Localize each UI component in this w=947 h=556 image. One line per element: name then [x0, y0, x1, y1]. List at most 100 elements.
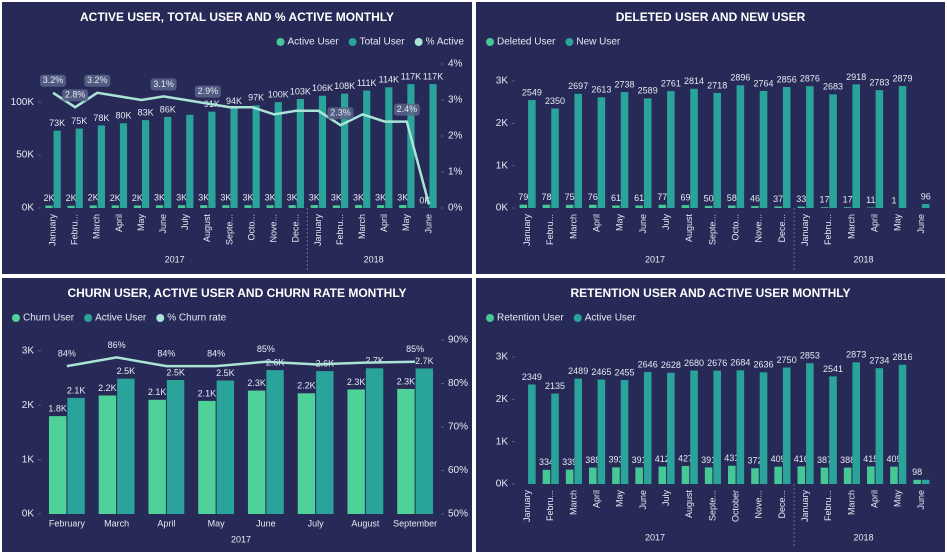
- y2-tick-label: 80%: [448, 378, 468, 389]
- x-tick-label: January: [47, 214, 57, 247]
- y2-tick-label: 0%: [448, 203, 463, 214]
- y-tick-label: 0K: [22, 203, 35, 214]
- line: [66, 356, 416, 368]
- bar: [565, 204, 574, 208]
- bar: [67, 397, 85, 514]
- x-tick-label: Febru...: [823, 490, 833, 521]
- data-label: 1.8K: [48, 404, 67, 414]
- y-tick-label: 3K: [22, 346, 35, 357]
- bar: [635, 467, 643, 484]
- bar: [551, 108, 559, 208]
- x-tick-label: May: [893, 490, 903, 508]
- bar: [913, 479, 921, 484]
- x-tick-label: April: [591, 490, 601, 508]
- data-label: 2750: [777, 355, 797, 365]
- bar: [612, 205, 620, 208]
- legend: Retention User Active User: [486, 313, 636, 324]
- x-tick-label: October: [730, 490, 740, 522]
- data-label: 77: [657, 192, 667, 202]
- data-label: 2856: [777, 74, 797, 84]
- x-tick-label: Febru...: [545, 490, 555, 521]
- bar: [297, 393, 316, 514]
- bar: [528, 100, 536, 208]
- data-label: 2734: [869, 356, 889, 366]
- legend-label: % Churn rate: [167, 313, 226, 324]
- data-label: 117K: [423, 71, 443, 81]
- x-tick-label: January: [522, 490, 532, 523]
- x-tick-label: Septe...: [224, 214, 234, 245]
- x-tick-label: Septe...: [707, 214, 717, 245]
- data-label: 85%: [257, 344, 275, 354]
- x-tick-label: August: [684, 214, 694, 243]
- bar: [399, 205, 407, 208]
- x-group-label: 2018: [364, 254, 384, 264]
- chart-title: RETENTION USER AND ACTIVE USER MONTHLY: [570, 286, 850, 300]
- data-label: 3K: [176, 193, 187, 203]
- bar: [347, 389, 365, 514]
- y-tick-label: 3K: [496, 76, 509, 87]
- bar: [222, 205, 230, 208]
- y2-tick-label: 4%: [448, 59, 463, 70]
- data-label: 2896: [730, 73, 750, 83]
- bar: [200, 205, 208, 208]
- data-label: 2918: [846, 72, 866, 82]
- x-tick-label: May: [208, 518, 226, 528]
- data-label: 3K: [309, 192, 320, 202]
- bar: [53, 130, 61, 208]
- data-label: 2K: [66, 193, 77, 203]
- bar: [274, 102, 282, 208]
- y2-tick-label: 50%: [448, 509, 468, 520]
- bar: [875, 90, 884, 208]
- legend-marker: [486, 38, 494, 46]
- data-label: 388: [840, 455, 855, 465]
- bar: [704, 205, 713, 208]
- bar: [843, 467, 852, 484]
- x-tick-label: June: [158, 214, 168, 234]
- bar: [681, 465, 690, 484]
- data-label: 98: [912, 467, 922, 477]
- bar: [75, 128, 83, 208]
- y-tick-label: 50K: [16, 150, 34, 161]
- data-label: 11: [866, 195, 875, 205]
- bar: [921, 203, 930, 208]
- legend: Churn User Active User % Churn rate: [12, 313, 227, 324]
- data-label: 2876: [800, 74, 820, 84]
- y2-tick-label: 1%: [448, 167, 463, 178]
- bar: [89, 205, 97, 208]
- bar: [310, 204, 318, 208]
- bar: [806, 363, 814, 484]
- data-label: 2K: [110, 193, 121, 203]
- legend-label: Churn User: [23, 313, 75, 324]
- data-label: 75K: [71, 116, 87, 126]
- x-tick-label: Septe...: [707, 490, 717, 521]
- data-label: 78: [541, 192, 551, 202]
- legend-marker: [565, 38, 574, 46]
- label-box: [40, 74, 67, 87]
- bar: [890, 466, 898, 484]
- data-label: 108K: [334, 81, 355, 91]
- data-label: 2676: [707, 358, 727, 368]
- bar: [316, 371, 334, 514]
- x-tick-label: May: [136, 214, 146, 232]
- data-label: 2853: [800, 351, 820, 361]
- x-tick-label: July: [661, 490, 671, 507]
- bar: [782, 87, 791, 208]
- bar: [216, 380, 235, 514]
- data-label: 2.3%: [330, 108, 351, 118]
- legend-marker: [276, 38, 285, 46]
- bar: [643, 98, 652, 208]
- bar: [690, 88, 698, 208]
- x-tick-label: April: [379, 214, 389, 232]
- bar: [542, 469, 551, 484]
- data-label: 2680: [684, 358, 704, 368]
- data-label: 2.9%: [198, 86, 219, 96]
- data-label: 393: [608, 455, 623, 465]
- y-tick-label: 2K: [22, 400, 35, 411]
- data-label: 2455: [615, 367, 635, 377]
- data-label: 94K: [226, 96, 242, 106]
- data-label: 69: [680, 192, 690, 202]
- bar: [843, 207, 852, 208]
- legend-marker: [573, 314, 582, 322]
- bar: [797, 206, 806, 208]
- x-tick-label: January: [800, 490, 810, 523]
